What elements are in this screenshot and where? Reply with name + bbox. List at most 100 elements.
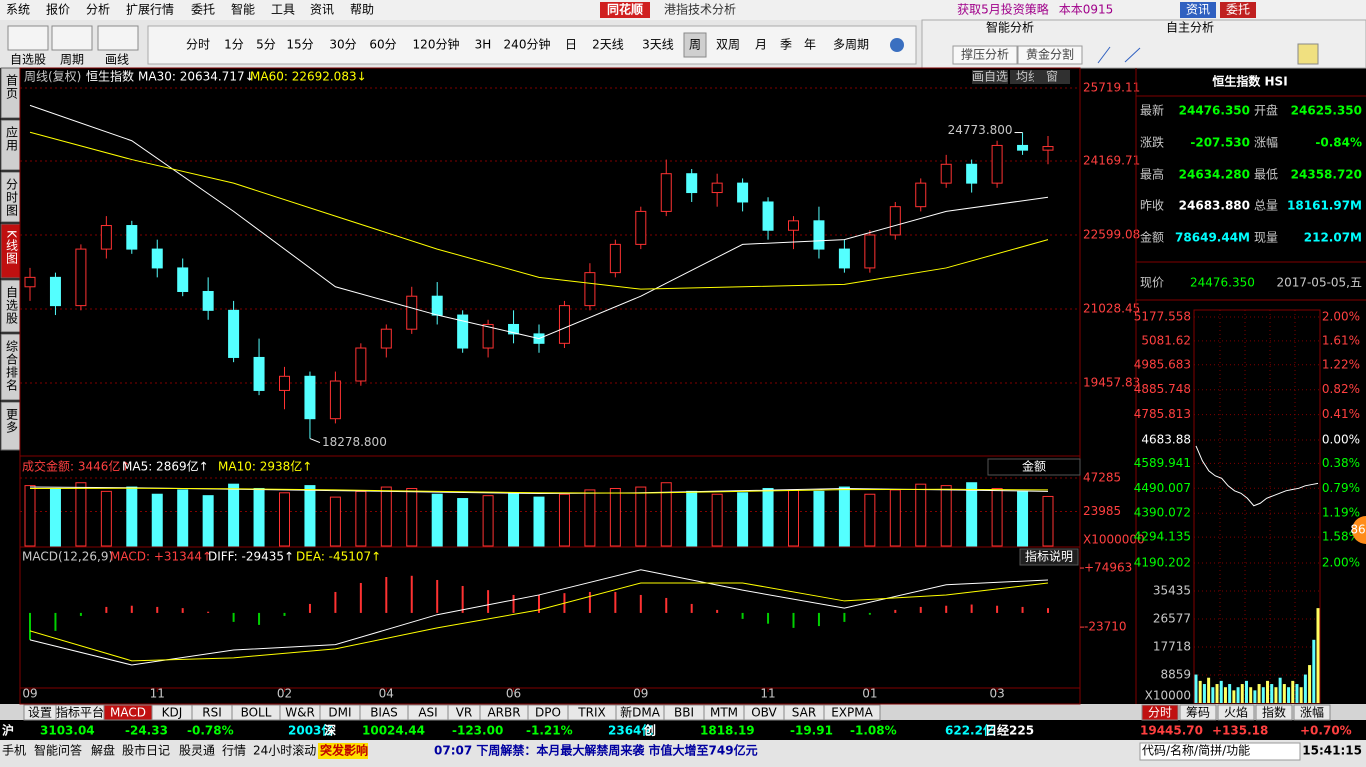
right-tab[interactable]: 涨幅 [1300,705,1324,720]
side-tab-label[interactable]: 综合排名 [5,340,19,392]
status-item[interactable]: 行情 [222,744,246,758]
side-tab-label[interactable]: 应用 [5,125,19,152]
analysis-button[interactable]: 撑压分析 [961,47,1009,62]
right-tab[interactable]: 火焰 [1224,705,1248,720]
period-button[interactable]: 分时 [186,38,210,52]
promo-link[interactable]: 获取5月投资策略 [957,2,1049,17]
period-button[interactable]: 60分 [369,38,396,52]
x-tick-label: 02 [277,687,292,701]
x-tick-label: 01 [862,687,877,701]
period-type: 周线(复权) [24,70,81,84]
status-item[interactable]: 解盘 [91,743,115,758]
indicator-tab[interactable]: MTM [710,706,738,720]
indicator-tab[interactable]: BBI [674,706,694,720]
vol-tick: 35435 [1153,584,1191,598]
btn-bg [1180,2,1216,18]
period-button[interactable]: 日 [565,38,577,52]
period-button[interactable]: 年 [804,38,816,52]
indicator-tab[interactable]: ASI [418,706,437,720]
menu-item[interactable]: 委托 [191,3,215,17]
indicator-tab[interactable]: VR [456,706,473,720]
panel-title: 自主分析 [1166,21,1214,35]
menu-item[interactable]: 系统 [6,3,30,17]
indicator-tab[interactable]: 指标平台 [56,705,104,720]
tool-label[interactable]: 自选股 [10,53,46,67]
candle-body [864,234,876,269]
indicator-tab[interactable]: 设置 [28,706,52,720]
indicator-help[interactable]: 指标说明 [1025,549,1073,564]
quote-label: 金额 [1140,230,1164,245]
indicator-tab[interactable]: RSI [202,706,222,720]
indicator-tab[interactable]: EXPMA [831,706,873,720]
period-button[interactable]: 3H [475,38,492,52]
top-button[interactable]: 委托 [1226,3,1250,17]
status-item[interactable]: 智能问答 [34,743,82,758]
intraday-pct-tick: 0.79% [1322,481,1360,495]
indicator-tab[interactable]: BOLL [241,706,272,720]
analysis-button[interactable]: 黄金分割 [1026,47,1074,62]
status-item[interactable]: 手机 [2,744,26,758]
period-button[interactable]: 季 [780,38,792,52]
period-button[interactable]: 30分 [329,38,356,52]
right-tab[interactable]: 指数 [1262,705,1286,720]
indicator-tab[interactable]: DMI [328,706,351,720]
corner-tab[interactable]: 窗 [1046,70,1058,84]
intraday-pct-tick: 1.58% [1322,530,1360,544]
menu-item[interactable]: 报价 [46,2,70,17]
top-button[interactable]: 资讯 [1186,3,1210,17]
unit-label: X10000 [1145,689,1191,703]
indicator-tab[interactable]: BIAS [370,706,398,720]
tool-icon [97,25,139,51]
search-input[interactable]: 代码/名称/简拼/功能 [1142,743,1250,758]
tab-bg [1293,704,1331,721]
corner-tab[interactable]: 画自选 [972,70,1008,84]
ticker-item: 2364亿 [608,723,653,738]
menu-item[interactable]: 扩展行情 [126,3,174,17]
period-button[interactable]: 3天线 [642,38,674,52]
menu-item[interactable]: 分析 [86,3,110,17]
menu-item[interactable]: 资讯 [310,3,334,17]
indicator-tab[interactable]: DPO [535,706,561,720]
side-tab-label[interactable]: K线图 [5,230,19,265]
period-button[interactable]: 月 [755,38,767,52]
volume-dropdown[interactable]: 金额 [1022,459,1046,474]
menu-item[interactable]: 工具 [271,3,295,17]
indicator-tab[interactable]: ARBR [487,706,520,720]
indicator-tab[interactable]: OBV [751,706,777,720]
period-button[interactable]: 5分 [256,38,276,52]
indicator-tab[interactable]: TRIX [577,706,605,720]
indicator-tab[interactable]: MACD [110,706,146,720]
indicator-tab[interactable]: W&R [285,706,315,720]
indicator-tab[interactable]: 新DMA [620,705,661,720]
period-button[interactable]: 周 [689,38,701,52]
status-item[interactable]: 24小时滚动 [253,743,316,758]
indicator-tab[interactable]: KDJ [162,706,183,720]
indicator-tab[interactable]: SAR [792,706,816,720]
period-button[interactable]: 2天线 [592,38,624,52]
volume-legend: MA5: 2869亿↑ [122,459,209,474]
status-item[interactable]: 股灵通 [179,744,215,758]
side-tab-label[interactable]: 分时图 [5,178,19,217]
right-tab[interactable]: 筹码 [1186,706,1210,720]
menu-item[interactable]: 智能 [231,2,255,17]
menu-item[interactable]: 帮助 [350,3,374,17]
period-button[interactable]: 120分钟 [413,37,460,52]
side-tab-label[interactable]: 自选股 [5,286,19,325]
period-button[interactable]: 15分 [286,38,313,52]
period-button[interactable]: 多周期 [833,38,869,52]
candle-body [991,144,1003,184]
settings-icon[interactable] [890,38,904,52]
ma60-line [29,131,1049,290]
tool-label[interactable]: 画线 [105,53,129,67]
side-tab-label[interactable]: 更多 [5,408,19,434]
side-tab-label[interactable]: 首页 [5,74,19,100]
y-tick-label: 23985 [1083,504,1121,518]
right-tab[interactable]: 分时 [1148,706,1172,720]
period-button[interactable]: 双周 [716,38,740,52]
extreme-label: 24773.800 [948,123,1013,137]
status-item[interactable]: 股市日记 [122,743,170,758]
period-button[interactable]: 240分钟 [504,37,551,52]
tool-label[interactable]: 周期 [60,53,84,67]
badge[interactable] [1352,516,1366,544]
period-button[interactable]: 1分 [224,38,244,52]
